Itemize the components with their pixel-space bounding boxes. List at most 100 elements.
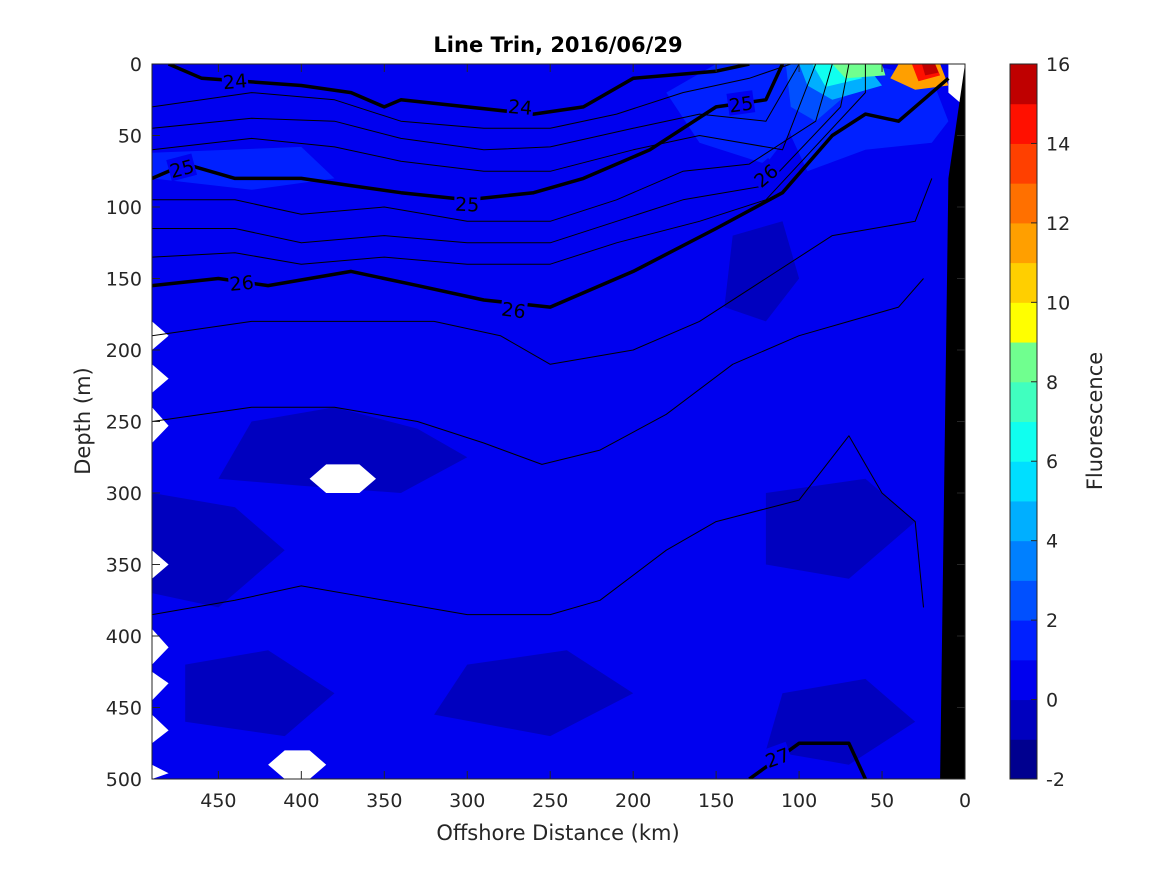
colorbar-level <box>1010 659 1037 701</box>
density-contour-thin <box>152 64 833 222</box>
x-axis-ticks: 450 400 350 300 250 200 150 100 50 0 <box>200 64 971 812</box>
density-contour-thin <box>152 178 933 365</box>
density-contour-thin <box>152 64 850 244</box>
y-tick-label: 0 <box>130 54 142 76</box>
fluorescence-patch <box>765 478 916 579</box>
x-tick-label: 300 <box>449 790 485 812</box>
colorbar-tick-label: 0 <box>1046 690 1058 712</box>
missing-data-gap <box>152 364 169 393</box>
contour-label-group: 25 <box>453 191 481 217</box>
chart-title: Line Trin, 2016/06/29 <box>433 33 682 57</box>
y-tick-label: 450 <box>106 698 142 720</box>
density-contour-thin <box>152 64 866 265</box>
y-tick-label: 350 <box>106 555 142 577</box>
density-contour-bold <box>152 76 950 309</box>
colorbar-tick-label: 10 <box>1046 292 1070 314</box>
contour-label-bg <box>748 157 783 192</box>
y-tick-label: 400 <box>106 626 142 648</box>
colorbar-level <box>1010 64 1037 105</box>
colorbar-level <box>1010 620 1037 661</box>
missing-data-gap <box>152 671 169 701</box>
x-tick-label: 100 <box>781 790 817 812</box>
colorbar-level <box>1010 103 1037 144</box>
missing-data-gap <box>152 764 169 779</box>
colorbar-level <box>1010 500 1037 542</box>
colorbar-tick-label: 6 <box>1046 451 1058 473</box>
contour-label: 26 <box>229 272 255 296</box>
contour-label-bg <box>227 269 256 294</box>
contour-label-bg <box>453 191 481 215</box>
colorbar-level <box>1010 342 1037 383</box>
density-contour-thin <box>152 64 791 129</box>
contour-label: 25 <box>455 194 480 217</box>
contour-label-bg <box>506 93 535 118</box>
contour-label-bg <box>221 68 249 93</box>
x-tick-label: 450 <box>200 790 236 812</box>
colorbar-level <box>1010 381 1037 422</box>
y-tick-label: 300 <box>106 483 142 505</box>
missing-data-gap <box>152 321 169 350</box>
land-mask-shape <box>940 64 965 779</box>
contour-label: 25 <box>728 92 755 117</box>
fluorescence-patch <box>832 64 886 79</box>
missing-data-gap <box>152 407 169 443</box>
colorbar-level <box>1010 699 1037 740</box>
density-contour-thin <box>152 64 800 151</box>
fluorescence-patch <box>185 650 335 737</box>
missing-data-gap <box>152 628 169 665</box>
colorbar-tick-label: 14 <box>1046 133 1070 155</box>
contour-label-group: 24 <box>506 93 535 120</box>
y-tick-label: 50 <box>118 126 142 148</box>
x-tick-label: 250 <box>532 790 568 812</box>
fluorescence-patch <box>218 407 468 493</box>
x-tick-label: 350 <box>366 790 402 812</box>
contour-label-bg <box>499 296 529 322</box>
colorbar-tick-label: -2 <box>1046 769 1065 791</box>
missing-data-gap <box>309 464 376 493</box>
colorbar-tick-label: 2 <box>1046 610 1058 632</box>
density-contour-thin <box>152 435 924 616</box>
colorbar-level <box>1010 222 1037 264</box>
colorbar-level <box>1010 739 1037 780</box>
x-axis-label: Offshore Distance (km) <box>436 821 679 845</box>
contour-label: 24 <box>222 70 248 94</box>
y-tick-label: 250 <box>106 412 142 434</box>
density-contour-bold <box>167 64 750 116</box>
y-tick-label: 200 <box>106 340 142 362</box>
contour-label-group: 26 <box>227 269 256 296</box>
missing-data-gap <box>268 750 327 779</box>
contour-label-group: 24 <box>221 68 249 94</box>
colorbar-ticks: -2 0 2 4 6 8 10 12 14 16 <box>1031 54 1070 791</box>
colorbar-tick-label: 4 <box>1046 531 1058 553</box>
colorbar-levels <box>1010 64 1037 780</box>
contour-label: 24 <box>507 96 533 120</box>
y-axis-ticks: 0 50 100 150 200 250 300 350 400 450 500 <box>106 54 965 791</box>
contour-label-bg <box>761 741 794 772</box>
colorbar: -2 0 2 4 6 8 10 12 14 16 <box>1009 54 1070 791</box>
colorbar-tick-label: 12 <box>1046 213 1070 235</box>
land-mask <box>940 64 965 779</box>
density-contour-thin <box>152 64 817 172</box>
contour-label-bg <box>166 153 198 182</box>
colorbar-level <box>1010 143 1037 184</box>
contour-label-group: 25 <box>726 90 756 118</box>
x-tick-label: 50 <box>870 790 894 812</box>
contour-label-group: 26 <box>499 296 529 324</box>
colorbar-level <box>1010 421 1037 462</box>
colorbar-level <box>1010 461 1037 502</box>
y-tick-label: 500 <box>106 769 142 791</box>
y-axis-label: Depth (m) <box>71 367 95 474</box>
density-contours <box>152 64 950 779</box>
missing-data-gap <box>152 714 169 744</box>
colorbar-level <box>1010 580 1037 621</box>
density-contour-thin <box>152 278 924 465</box>
x-tick-label: 200 <box>615 790 651 812</box>
missing-data-gap <box>152 550 169 579</box>
colorbar-level <box>1010 540 1037 581</box>
colorbar-tick-label: 8 <box>1046 372 1058 394</box>
colorbar-label: Fluorescence <box>1083 352 1107 490</box>
colorbar-tick-label: 16 <box>1046 54 1070 76</box>
contour-label-bg <box>726 90 756 116</box>
colorbar-frame <box>1009 63 1038 780</box>
